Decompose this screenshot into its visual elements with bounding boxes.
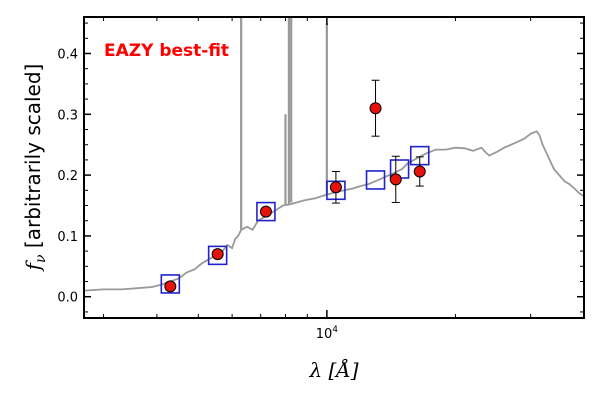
- template-spectrum-line: [84, 130, 584, 292]
- y-tick-label: 0.2: [57, 169, 78, 184]
- observed-flux-point: [164, 280, 177, 293]
- y-axis-label: fν [arbitrarily scaled]: [21, 64, 49, 273]
- x-tick-label: 104: [316, 325, 339, 342]
- x-axis-label: λ [Å]: [308, 357, 358, 382]
- chart-annotation: EAZY best-fit: [104, 41, 229, 61]
- x-tick-mantissa: 10: [316, 327, 333, 342]
- axis-ticks: 0.0 0.1 0.2 0.3 0.4 104: [57, 17, 585, 342]
- y-axis-subscript: ν: [33, 254, 49, 263]
- model-flux-square: [256, 201, 276, 222]
- model-flux-square: [365, 170, 386, 190]
- y-tick-label: 0.4: [57, 47, 78, 62]
- observed-flux-point: [329, 181, 342, 194]
- observed-flux-point: [211, 248, 224, 261]
- y-tick-label: 0.1: [57, 230, 78, 245]
- observed-flux-point: [369, 102, 382, 115]
- y-axis-text: [arbitrarily scaled]: [21, 64, 45, 255]
- x-tick-exponent: 4: [332, 325, 338, 335]
- axes-frame: [83, 16, 585, 319]
- observed-flux-point: [389, 173, 402, 186]
- observed-flux-point: [413, 165, 426, 178]
- plot-area: [84, 17, 584, 294]
- observed-flux-point: [259, 205, 272, 218]
- y-tick-label: 0.3: [57, 108, 78, 123]
- model-flux-square: [207, 245, 228, 266]
- y-tick-label: 0.0: [57, 291, 78, 306]
- model-flux-square: [160, 274, 181, 294]
